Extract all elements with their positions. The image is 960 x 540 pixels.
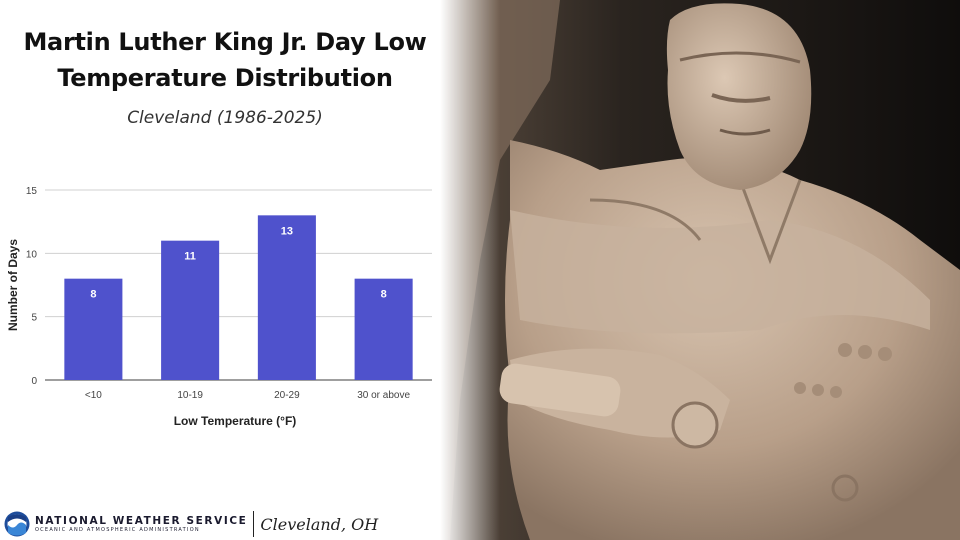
noaa-logo xyxy=(4,511,30,537)
org-subtitle: OCEANIC AND ATMOSPHERIC ADMINISTRATION xyxy=(35,526,200,533)
bar-value-label: 8 xyxy=(90,289,96,301)
bar-chart: 8 11 13 8 0 5 10 15 <10 10-19 20-29 30 or above Lo… xyxy=(6,186,432,428)
x-tick-label: 30 or above xyxy=(357,390,410,401)
subtitle: Cleveland (1986-2025) xyxy=(127,108,323,128)
bar xyxy=(354,278,413,380)
y-tick-label: 5 xyxy=(31,313,37,324)
footer: NATIONAL WEATHER SERVICE OCEANIC AND ATM… xyxy=(4,508,378,540)
page-title: Martin Luther King Jr. Day Low Temperatu… xyxy=(0,24,450,96)
y-tick-label: 15 xyxy=(26,186,38,197)
bar xyxy=(64,278,123,380)
y-tick-label: 0 xyxy=(31,376,37,387)
x-tick-label: 20-29 xyxy=(274,390,300,401)
title-line-1: Martin Luther King Jr. Day Low xyxy=(23,28,427,56)
title-line-2: Temperature Distribution xyxy=(57,64,393,92)
y-tick-label: 10 xyxy=(26,249,38,260)
x-tick-label: <10 xyxy=(85,390,102,401)
bar xyxy=(257,215,316,380)
y-axis-label: Number of Days xyxy=(6,239,20,331)
x-tick-label: 10-19 xyxy=(177,390,203,401)
footer-divider xyxy=(253,511,255,537)
bar-value-label: 13 xyxy=(281,225,293,237)
org-name: NATIONAL WEATHER SERVICE xyxy=(35,514,248,527)
bar-value-label: 11 xyxy=(184,251,196,263)
chart-ticks: 0 5 10 15 <10 10-19 20-29 30 or above xyxy=(26,186,411,401)
x-axis-label: Low Temperature (°F) xyxy=(174,414,297,428)
statue-photo xyxy=(440,0,960,540)
bar-value-label: 8 xyxy=(381,289,387,301)
office-name: Cleveland, OH xyxy=(260,514,379,534)
chart-bars: 8 11 13 8 xyxy=(64,215,413,380)
left-panel: Martin Luther King Jr. Day Low Temperatu… xyxy=(0,0,460,540)
bar xyxy=(161,240,220,380)
nws-wordmark: NATIONAL WEATHER SERVICE OCEANIC AND ATM… xyxy=(35,515,247,534)
